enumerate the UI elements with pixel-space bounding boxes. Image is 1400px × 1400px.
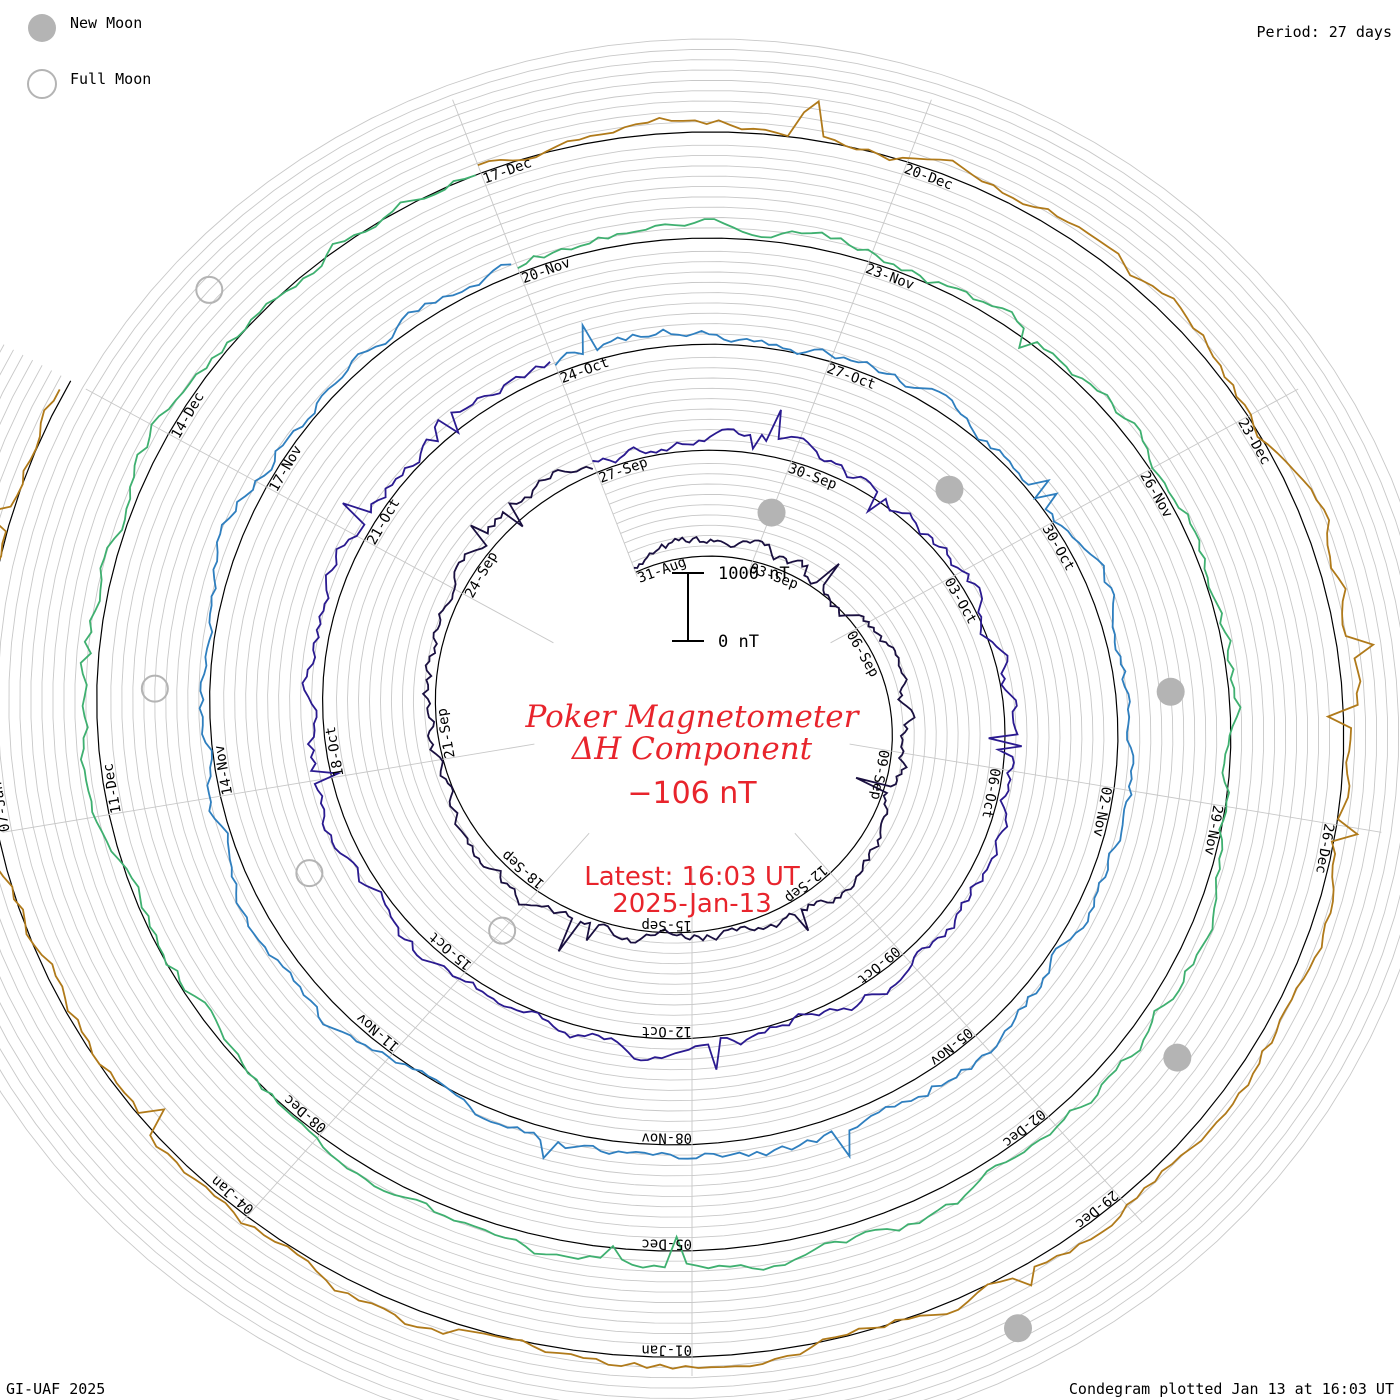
chart-subtitle: ΔH Component [571,731,813,767]
period-label: Period: 27 days [1257,23,1392,41]
series-line-cycle-2 [301,361,1022,1070]
radial-spoke [794,832,1143,1223]
radial-spoke [2,743,535,833]
new-moon-marker [935,475,964,504]
date-label: 12-Oct [641,1023,692,1039]
series-line-cycle-5 [0,99,1376,1370]
data-series [0,99,1376,1370]
series-line-cycle-3 [198,263,1135,1160]
series-line-cycle-4 [79,174,1242,1271]
date-label: 15-Oct [426,928,475,973]
new-moon-marker [1163,1043,1192,1072]
full-moon-marker [295,859,324,888]
new-moon-marker [1004,1314,1033,1343]
new-moon-marker [757,498,786,527]
full-moon-legend-icon [27,69,57,99]
full-moon-marker [195,275,224,304]
moon-markers [140,275,1192,1343]
date-label: 14-Nov [212,744,237,797]
full-moon-marker [140,674,169,703]
date-label: 18-Oct [323,725,348,778]
radial-spoke [746,99,932,577]
date-label: 05-Dec [641,1235,692,1251]
date-label: 05-Nov [927,1024,976,1069]
full-moon-legend-label: Full Moon [70,70,151,88]
date-label: 11-Dec [100,762,125,815]
latest-date: 2025-Jan-13 [612,889,772,919]
date-label: 27-Oct [825,361,878,393]
radial-spokes [2,99,1382,1376]
date-label: 24-Sep [462,549,501,601]
new-moon-legend-label: New Moon [70,14,142,32]
date-label: 21-Oct [364,496,403,548]
new-moon-marker [1156,677,1185,706]
date-label: 01-Jan [641,1342,692,1358]
date-label: 08-Nov [641,1129,692,1145]
date-label: 15-Sep [641,917,692,933]
date-label: 14-Dec [169,390,208,442]
date-label: 20-Dec [902,161,955,193]
scale-bottom-label: 0 nT [718,632,759,652]
radial-spoke [830,388,1299,644]
date-label: 06-Oct [978,767,1003,820]
radial-spoke [849,743,1382,833]
date-label: 07-Jan [0,781,14,834]
credit-label: GI-UAF 2025 [6,1380,105,1398]
radial-spoke [85,388,554,644]
plotted-label: Condegram plotted Jan 13 at 16:03 UT [1069,1380,1394,1398]
date-label: 31-Aug [636,554,689,586]
scale-top-label: 1000 nT [718,564,790,584]
new-moon-legend-icon [28,14,56,42]
date-label: 02-Nov [1090,785,1115,838]
full-moon-marker [488,916,517,945]
date-label: 18-Sep [499,847,548,892]
date-label: 11-Nov [354,1010,403,1055]
date-label: 02-Dec [999,1105,1048,1150]
date-label: 30-Oct [1039,522,1078,574]
latest-time: Latest: 16:03 UT [584,862,800,892]
current-value: −106 nT [627,776,757,811]
date-label: 21-Sep [434,707,459,760]
radial-spoke [452,99,638,577]
chart-title: Poker Magnetometer [525,699,861,735]
scale-bar [672,572,704,642]
date-label: 30-Sep [786,461,839,493]
date-label: 23-Nov [863,261,916,293]
date-label: 09-Oct [854,943,903,988]
radial-spoke [241,832,590,1223]
series-line-cycle-1 [421,465,916,952]
date-label: 26-Nov [1136,469,1175,521]
